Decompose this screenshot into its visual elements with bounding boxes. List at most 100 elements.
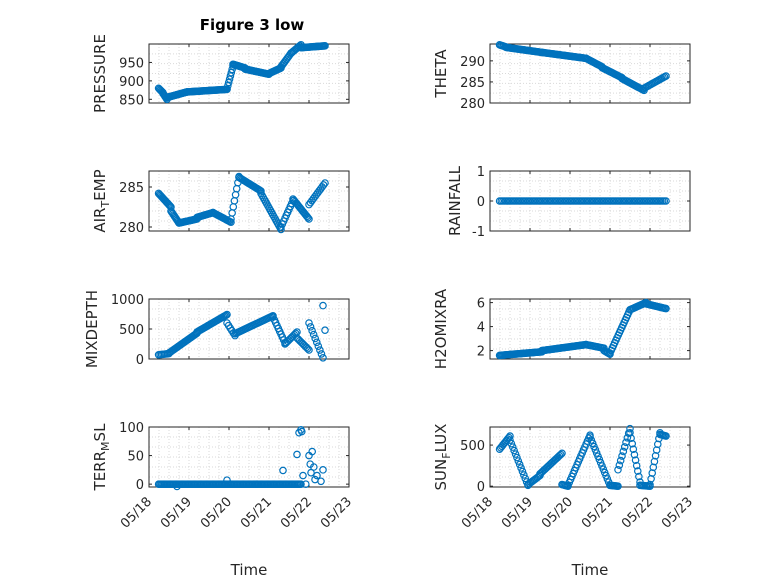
y-axis-label: THETA	[432, 49, 450, 99]
y-axis-label: PRESSURE	[91, 34, 109, 113]
data-point	[521, 474, 530, 483]
data-point	[627, 434, 635, 443]
data-point	[662, 197, 670, 205]
data-point	[635, 472, 643, 481]
data-point	[306, 323, 315, 331]
data-point	[313, 471, 321, 480]
data-point	[662, 432, 670, 440]
data-point	[291, 329, 300, 338]
data-point	[173, 482, 181, 491]
y-tick-label: 0	[136, 353, 144, 368]
data-point	[618, 452, 626, 460]
data-point	[632, 461, 641, 470]
subplot-h2omixra: 2 4 6 H2OMIXRA	[432, 288, 691, 369]
y-tick-label: -1	[472, 225, 485, 240]
data-point	[227, 218, 235, 227]
y-tick-label: 280	[119, 221, 144, 236]
data-point	[662, 72, 670, 80]
y-tick-label: 290	[460, 55, 485, 70]
y-tick-label: 0	[477, 195, 485, 210]
data-point	[517, 464, 525, 472]
y-tick-label: 100	[119, 421, 144, 436]
data-point	[321, 179, 329, 187]
y-axis-label: MIXDEPTH	[83, 290, 101, 368]
y-tick-label: 1	[477, 165, 485, 180]
data-point	[305, 346, 313, 354]
data-point	[506, 432, 514, 440]
data-point	[319, 181, 328, 189]
data-point	[319, 466, 327, 474]
data-point	[167, 203, 175, 211]
axes-box	[148, 170, 350, 232]
data-point	[308, 326, 316, 335]
data-point	[513, 453, 521, 462]
data-point	[297, 480, 305, 488]
y-axis-label: SUNFLUX	[432, 424, 453, 491]
data-point	[511, 450, 520, 458]
data-point	[614, 465, 622, 474]
data-point	[507, 439, 516, 448]
data-point	[619, 447, 628, 456]
data-point	[277, 225, 285, 234]
subplot-theta: 280 285 290 THETA	[432, 41, 691, 112]
data-point	[316, 346, 324, 354]
data-point	[515, 460, 524, 469]
y-axis-label: TERRMSL	[91, 423, 112, 492]
data-point	[303, 344, 312, 353]
data-point	[321, 326, 329, 335]
data-point	[631, 456, 640, 464]
data-point	[629, 445, 638, 453]
axes-box	[489, 298, 691, 360]
y-tick-label: 50	[127, 450, 144, 465]
y-tick-label: 285	[119, 181, 144, 196]
data-point	[556, 450, 565, 459]
data-point	[305, 215, 313, 223]
y-axis-label: H2OMIXRA	[432, 288, 450, 369]
data-point	[319, 301, 327, 310]
y-tick-label: 950	[119, 56, 144, 71]
data-point	[309, 330, 318, 339]
axes-box	[489, 43, 691, 104]
y-tick-label: 2	[477, 345, 485, 360]
data-point	[293, 450, 301, 459]
data-point	[257, 187, 265, 195]
data-point	[279, 466, 287, 475]
data-point	[304, 213, 312, 222]
figure-title: Figure 3 low	[200, 16, 305, 34]
data-point	[628, 439, 637, 448]
y-tick-label: 500	[119, 323, 144, 338]
data-point	[301, 480, 310, 488]
data-point	[311, 334, 320, 343]
y-tick-label: 0	[477, 480, 485, 495]
y-tick-label: 280	[460, 97, 485, 112]
data-point	[506, 436, 514, 444]
y-axis-label: AIRTEMP	[91, 169, 112, 232]
data-point	[321, 42, 329, 50]
data-point	[626, 428, 634, 437]
y-tick-label: 285	[460, 76, 485, 91]
data-point	[317, 350, 326, 358]
data-point	[317, 477, 325, 486]
data-point	[309, 463, 318, 471]
data-point	[620, 443, 629, 451]
data-point	[223, 310, 231, 319]
data-point	[518, 467, 527, 476]
data-point	[615, 461, 624, 469]
data-point	[558, 449, 566, 458]
data-point	[223, 476, 231, 484]
data-point	[319, 353, 327, 362]
subplot-pressure: 850 900 950 PRESSURE	[91, 34, 350, 113]
data-point	[299, 471, 307, 480]
x-axis-label: Time	[571, 561, 609, 579]
data-point	[508, 443, 517, 451]
axes-box	[489, 426, 691, 488]
data-point	[614, 482, 622, 490]
data-point	[253, 480, 261, 488]
data-point	[633, 467, 642, 475]
data-point	[520, 471, 528, 479]
data-point	[616, 456, 625, 465]
y-tick-label: 500	[460, 439, 485, 454]
subplot-air_temp: 280 285 AIRTEMP	[91, 169, 350, 236]
